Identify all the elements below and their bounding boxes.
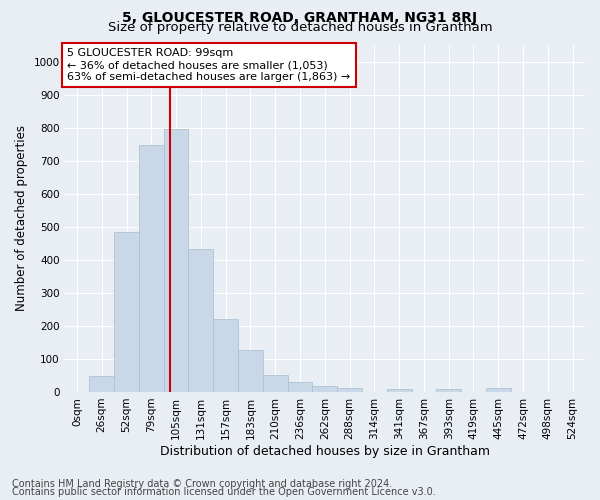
X-axis label: Distribution of detached houses by size in Grantham: Distribution of detached houses by size … xyxy=(160,444,490,458)
Bar xyxy=(486,388,511,392)
Bar xyxy=(238,350,263,392)
Text: Contains HM Land Registry data © Crown copyright and database right 2024.: Contains HM Land Registry data © Crown c… xyxy=(12,479,392,489)
Bar xyxy=(287,382,313,392)
Bar xyxy=(387,388,412,392)
Bar xyxy=(188,249,213,392)
Bar xyxy=(114,232,139,392)
Text: Contains public sector information licensed under the Open Government Licence v3: Contains public sector information licen… xyxy=(12,487,436,497)
Bar xyxy=(139,145,164,392)
Bar xyxy=(263,376,287,392)
Bar xyxy=(213,318,238,392)
Text: 5 GLOUCESTER ROAD: 99sqm
← 36% of detached houses are smaller (1,053)
63% of sem: 5 GLOUCESTER ROAD: 99sqm ← 36% of detach… xyxy=(67,48,350,82)
Bar xyxy=(164,130,188,392)
Text: 5, GLOUCESTER ROAD, GRANTHAM, NG31 8RJ: 5, GLOUCESTER ROAD, GRANTHAM, NG31 8RJ xyxy=(122,11,478,25)
Bar xyxy=(89,376,114,392)
Y-axis label: Number of detached properties: Number of detached properties xyxy=(15,126,28,312)
Bar xyxy=(313,386,337,392)
Bar xyxy=(337,388,362,392)
Text: Size of property relative to detached houses in Grantham: Size of property relative to detached ho… xyxy=(107,22,493,35)
Bar xyxy=(436,388,461,392)
